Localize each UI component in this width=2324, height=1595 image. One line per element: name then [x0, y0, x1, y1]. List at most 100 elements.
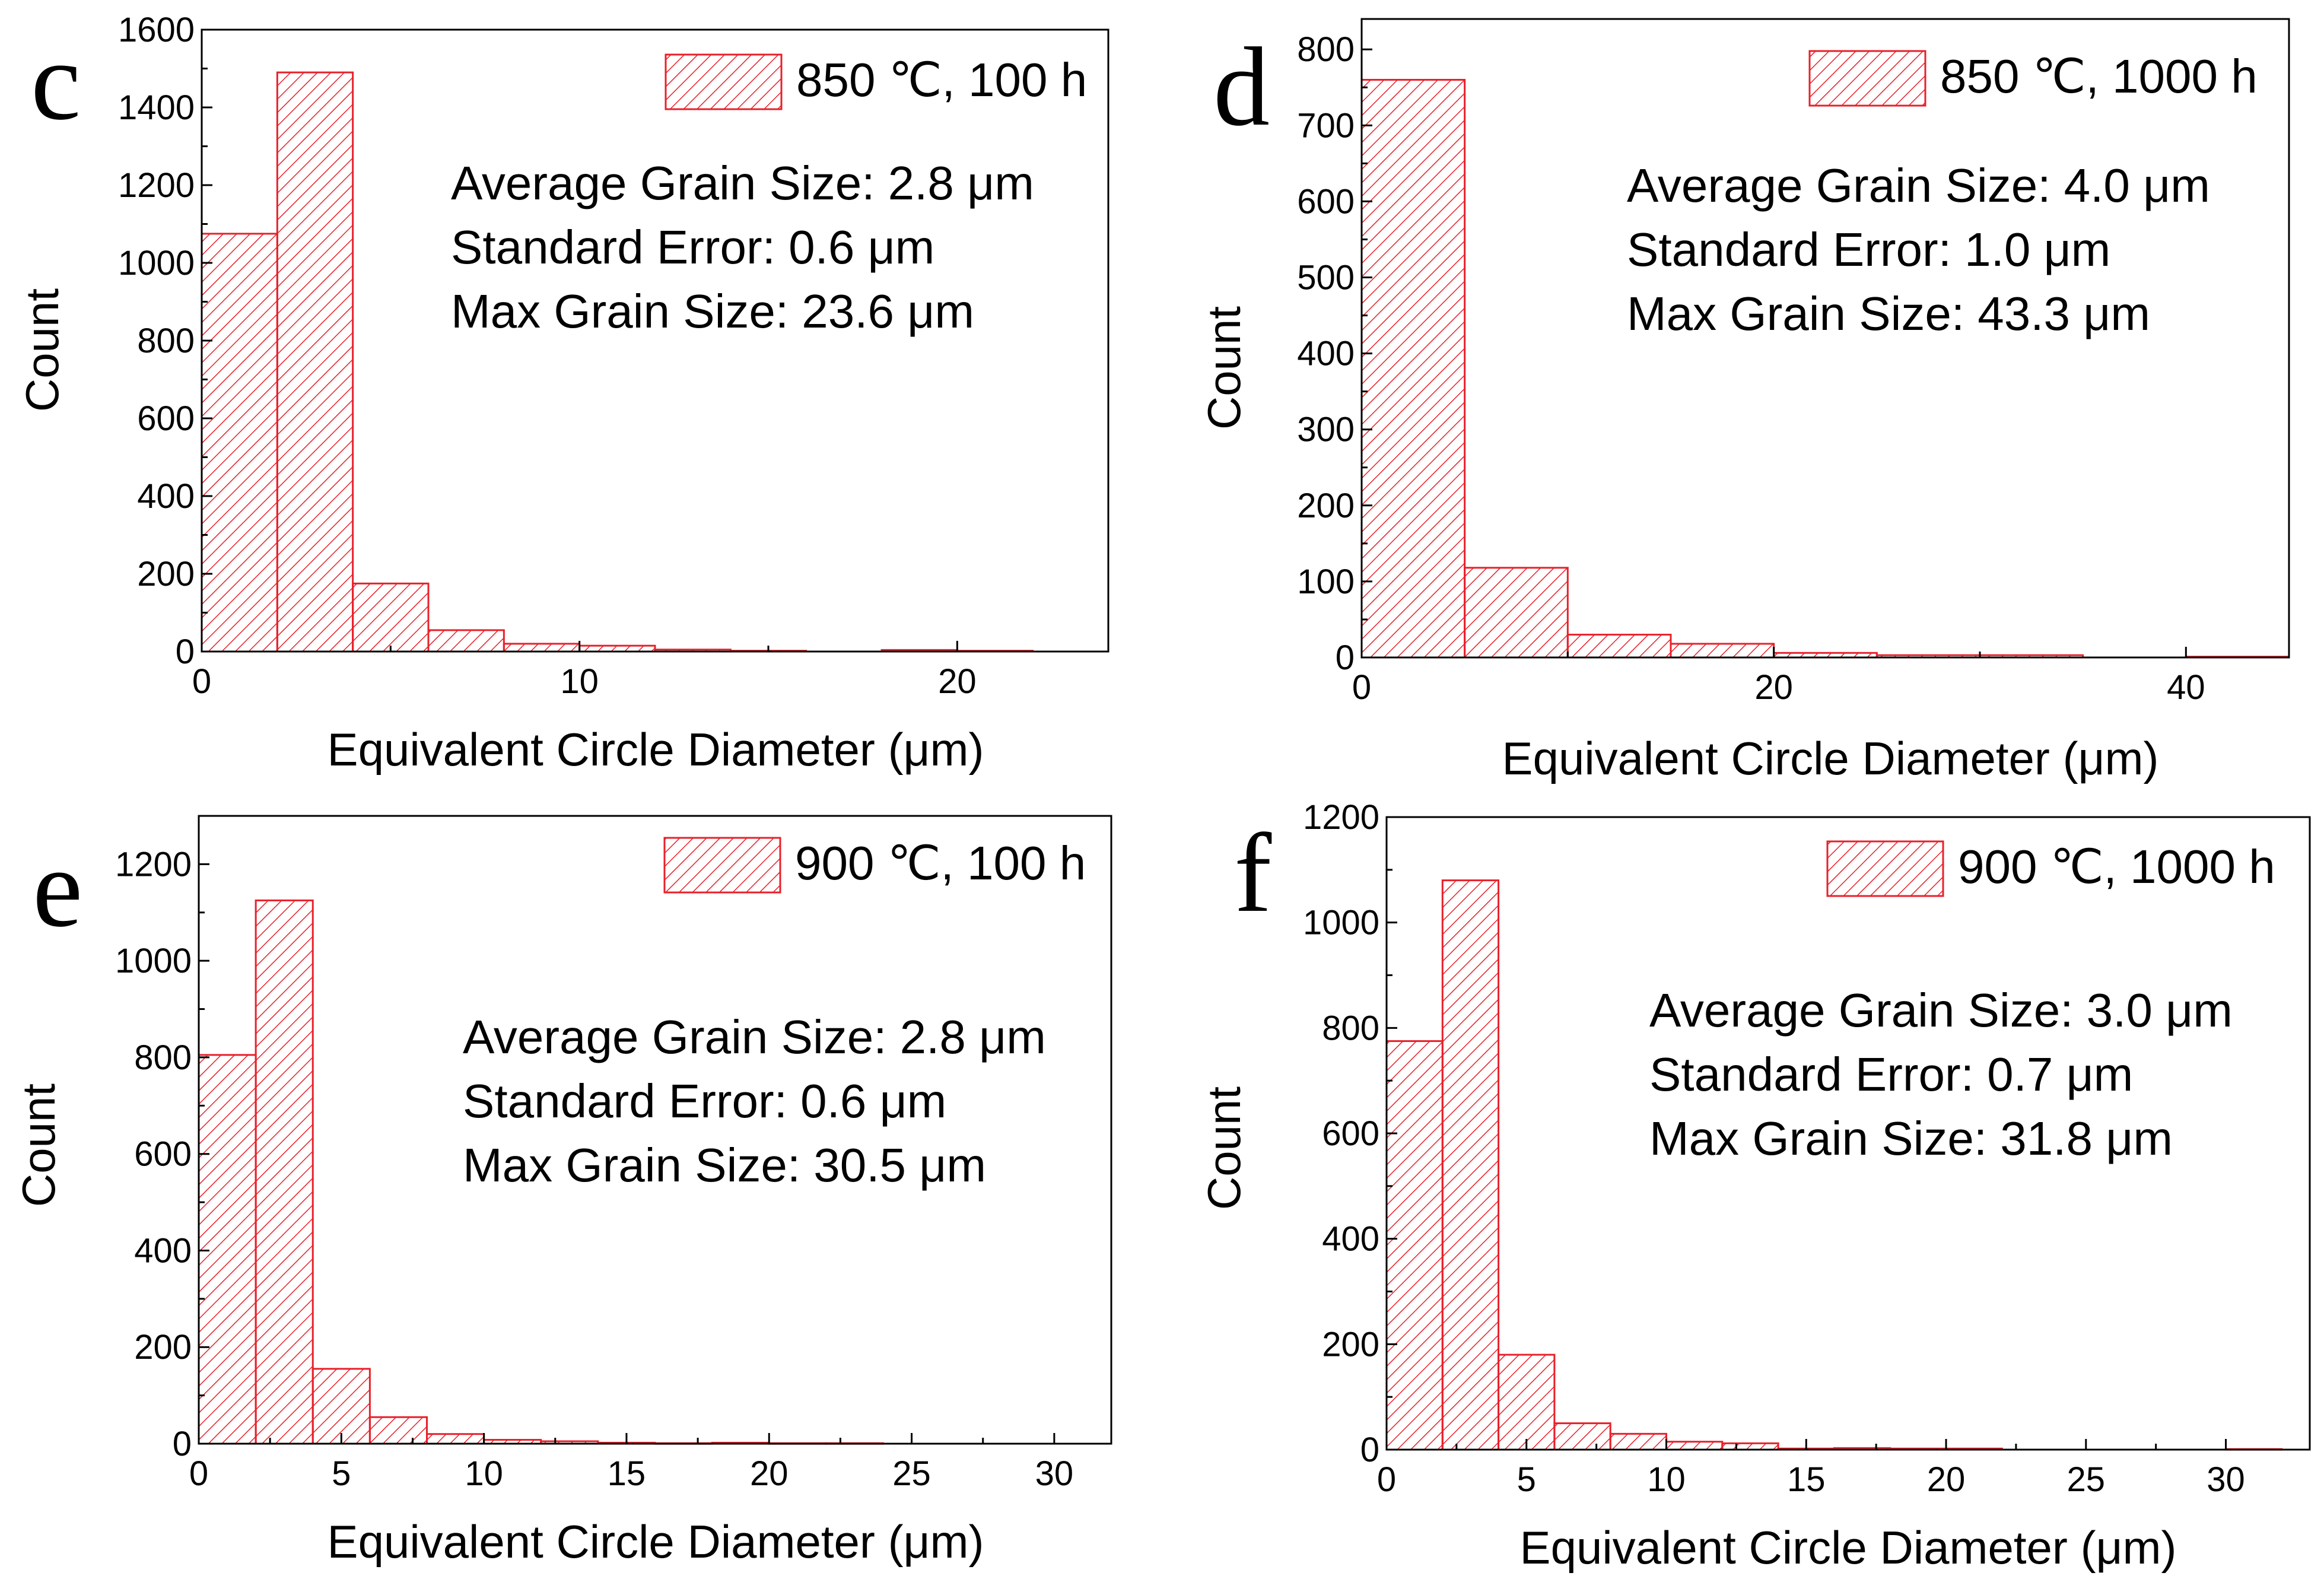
y-axis-label: Count: [16, 288, 68, 412]
legend-swatch: [1826, 840, 1944, 897]
y-tick-label: 1200: [115, 845, 192, 884]
histogram-bar: [426, 1433, 485, 1445]
stats-annotation: Standard Error: 0.6 μm: [463, 1075, 946, 1127]
x-tick-label: 25: [2067, 1460, 2106, 1499]
x-tick-label: 10: [465, 1454, 503, 1493]
y-tick-label: 200: [1297, 487, 1355, 525]
legend: 900 ℃, 1000 h: [1826, 840, 2275, 897]
stats-annotation: Average Grain Size: 2.8 μm: [463, 1011, 1046, 1063]
histogram-bar: [503, 643, 581, 653]
x-axis-label: Equivalent Circle Diameter (μm): [328, 723, 984, 776]
y-tick-label: 300: [1297, 411, 1355, 449]
histogram-bar: [1360, 78, 1466, 659]
histogram-bar: [1553, 1422, 1611, 1451]
y-tick-label: 400: [1297, 335, 1355, 373]
legend-swatch: [1808, 50, 1926, 107]
y-tick-label: 0: [176, 633, 195, 671]
x-tick-label: 40: [2167, 668, 2205, 707]
x-tick-label: 20: [1754, 668, 1793, 707]
x-tick-label: 20: [938, 662, 977, 701]
stats-annotation: Max Grain Size: 23.6 μm: [451, 285, 974, 338]
y-tick-label: 500: [1297, 259, 1355, 297]
x-tick-label: 5: [1517, 1460, 1536, 1499]
histogram-bar: [1665, 1441, 1724, 1451]
y-tick-label: 600: [1297, 182, 1355, 221]
panel-letter: f: [1234, 811, 1272, 936]
legend-label: 900 ℃, 1000 h: [1958, 840, 2275, 893]
histogram-bar: [201, 233, 278, 653]
x-tick-label: 20: [1927, 1460, 1966, 1499]
y-tick-label: 400: [137, 477, 195, 516]
x-tick-label: 10: [560, 662, 599, 701]
histogram-bar: [1609, 1432, 1668, 1451]
x-tick-label: 15: [1787, 1460, 1826, 1499]
x-tick-label: 0: [189, 1454, 208, 1493]
y-tick-label: 800: [1322, 1009, 1379, 1047]
plot-frame: [1360, 18, 2290, 659]
y-axis-label: Count: [12, 1084, 65, 1207]
legend: 850 ℃, 1000 h: [1808, 50, 2258, 107]
x-tick-label: 20: [750, 1454, 789, 1493]
x-tick-label: 30: [2207, 1460, 2245, 1499]
y-tick-label: 600: [134, 1135, 192, 1174]
y-axis-label: Count: [1198, 1086, 1250, 1210]
y-tick-label: 100: [1297, 563, 1355, 601]
x-axis-label: Equivalent Circle Diameter (μm): [1502, 732, 2159, 784]
legend: 850 ℃, 100 h: [665, 53, 1087, 110]
histogram-bar: [1498, 1353, 1556, 1451]
stats-annotation: Standard Error: 1.0 μm: [1627, 223, 2110, 276]
panel-letter: d: [1213, 25, 1270, 150]
y-tick-label: 1000: [118, 244, 195, 282]
legend-swatch: [663, 837, 781, 894]
legend-label: 850 ℃, 1000 h: [1940, 50, 2258, 103]
histogram-bar: [352, 582, 430, 653]
y-tick-label: 400: [1322, 1220, 1379, 1259]
x-tick-label: 30: [1035, 1454, 1074, 1493]
y-tick-label: 200: [1322, 1325, 1379, 1364]
legend-label: 850 ℃, 100 h: [796, 53, 1087, 106]
plot-frame: [198, 815, 1112, 1445]
histogram-bar: [198, 1054, 257, 1445]
histogram-bar: [1670, 643, 1775, 659]
histogram-bar: [427, 629, 505, 653]
histogram-bar: [276, 71, 354, 653]
legend: 900 ℃, 100 h: [663, 837, 1086, 894]
y-tick-label: 700: [1297, 106, 1355, 145]
x-tick-label: 25: [892, 1454, 931, 1493]
stats-annotation: Average Grain Size: 4.0 μm: [1627, 159, 2210, 212]
histogram-bar: [1464, 567, 1569, 659]
y-tick-label: 800: [134, 1038, 192, 1077]
histogram-bar: [1385, 1040, 1444, 1451]
y-tick-label: 600: [137, 399, 195, 438]
x-tick-label: 5: [332, 1454, 351, 1493]
x-tick-label: 0: [192, 662, 211, 701]
y-tick-label: 1200: [118, 166, 195, 205]
histogram-bar: [1566, 634, 1672, 659]
y-tick-label: 600: [1322, 1114, 1379, 1153]
legend-swatch: [665, 53, 783, 110]
x-axis-label: Equivalent Circle Diameter (μm): [1520, 1521, 2177, 1574]
panel-e: 0 200 400 600 800 1000 1200 0 5 10 15 20 25 30 Equival…: [12, 815, 1112, 1568]
histogram-bar: [368, 1416, 428, 1445]
stats-annotation: Standard Error: 0.6 μm: [451, 221, 934, 274]
stats-annotation: Average Grain Size: 2.8 μm: [451, 157, 1034, 209]
x-tick-label: 10: [1647, 1460, 1686, 1499]
x-tick-label: 15: [608, 1454, 646, 1493]
x-tick-label: 0: [1352, 668, 1371, 707]
y-tick-label: 800: [137, 322, 195, 360]
stats-annotation: Standard Error: 0.7 μm: [1649, 1048, 2133, 1101]
y-tick-label: 0: [1336, 638, 1355, 677]
histogram-bar: [255, 899, 314, 1445]
histogram-bar: [311, 1368, 371, 1445]
y-tick-label: 1000: [115, 942, 192, 980]
stats-annotation: Average Grain Size: 3.0 μm: [1649, 984, 2233, 1037]
y-tick-label: 1600: [118, 11, 195, 49]
y-tick-label: 800: [1297, 30, 1355, 69]
y-tick-label: 400: [134, 1231, 192, 1270]
x-tick-label: 0: [1377, 1460, 1396, 1499]
stats-annotation: Max Grain Size: 31.8 μm: [1649, 1112, 2173, 1165]
y-tick-label: 200: [134, 1328, 192, 1367]
panel-letter: e: [33, 826, 82, 951]
y-tick-label: 0: [173, 1425, 192, 1463]
